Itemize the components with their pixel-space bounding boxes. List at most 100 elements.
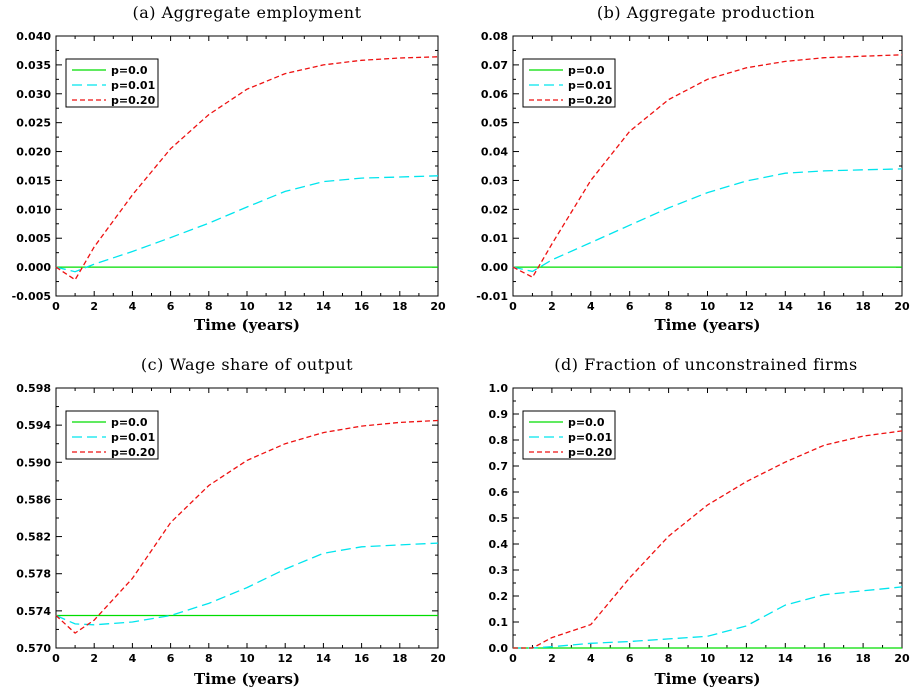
legend-box bbox=[65, 58, 159, 108]
legend-label: p=0.20 bbox=[111, 446, 156, 459]
series-line-p=0.01 bbox=[513, 586, 903, 649]
x-tick-label: 2 bbox=[90, 300, 98, 313]
y-tick-label: 0.0 bbox=[489, 642, 509, 655]
x-tick-label: 14 bbox=[778, 300, 794, 313]
y-tick-label: 1.0 bbox=[489, 382, 509, 395]
x-tick-label: 10 bbox=[239, 300, 255, 313]
series-line-p=0.20 bbox=[55, 419, 439, 634]
x-tick-label: 8 bbox=[205, 652, 213, 665]
y-tick-label: 0.578 bbox=[16, 568, 51, 581]
y-tick-label: 0.1 bbox=[489, 616, 509, 629]
y-tick-label: 0.01 bbox=[481, 232, 508, 245]
y-tick-label: 0.590 bbox=[16, 456, 51, 469]
x-tick-label: 14 bbox=[778, 652, 794, 665]
y-tick-label: 0.5 bbox=[489, 512, 509, 525]
x-tick-label: 18 bbox=[855, 652, 870, 665]
x-tick-label: 20 bbox=[894, 300, 910, 313]
x-tick-label: 0 bbox=[509, 300, 517, 313]
x-tick-label: 16 bbox=[817, 300, 833, 313]
y-tick-label: 0.020 bbox=[16, 146, 51, 159]
legend-label: p=0.0 bbox=[568, 64, 605, 77]
y-tick-label: -0.01 bbox=[476, 290, 508, 303]
legend-label: p=0.0 bbox=[111, 416, 148, 429]
x-tick-label: 14 bbox=[316, 652, 332, 665]
y-tick-label: -0.005 bbox=[12, 290, 51, 303]
legend-label: p=0.01 bbox=[568, 79, 612, 92]
x-tick-label: 6 bbox=[167, 652, 175, 665]
y-tick-label: 0.000 bbox=[16, 261, 51, 274]
x-tick-label: 18 bbox=[855, 300, 870, 313]
x-tick-label: 10 bbox=[239, 652, 255, 665]
y-tick-label: 0.2 bbox=[489, 590, 509, 603]
y-tick-label: 0.9 bbox=[489, 408, 509, 421]
x-tick-label: 8 bbox=[665, 652, 673, 665]
series-line-p=0.20 bbox=[512, 54, 903, 279]
x-tick-label: 12 bbox=[739, 300, 754, 313]
y-tick-label: 0.025 bbox=[16, 117, 51, 130]
legend-box bbox=[522, 58, 616, 108]
chart-panel-3: (c) Wage share of output 0 2 4 6 8 10 12 14 16 18 2… bbox=[16, 355, 446, 688]
chart-panel-2: (b) Aggregate production 0 2 4 6 8 10 12 14 16 18 2… bbox=[476, 3, 910, 334]
chart-panel-4: (d) Fraction of unconstrained firms 0 2 4 6 8… bbox=[489, 355, 910, 688]
series-line-p=0.20 bbox=[513, 430, 903, 649]
legend-label: p=0.0 bbox=[111, 64, 148, 77]
chart-title: (c) Wage share of output bbox=[141, 355, 353, 374]
x-tick-label: 0 bbox=[509, 652, 517, 665]
y-tick-label: 0.04 bbox=[481, 146, 508, 159]
x-tick-label: 20 bbox=[430, 652, 446, 665]
legend-label: p=0.20 bbox=[568, 446, 613, 459]
x-tick-label: 8 bbox=[205, 300, 213, 313]
y-tick-label: 0.07 bbox=[481, 59, 508, 72]
series-line-p=0.01 bbox=[55, 175, 439, 273]
y-tick-label: 0.570 bbox=[16, 642, 51, 655]
x-axis-label: Time (years) bbox=[194, 316, 300, 334]
y-tick-label: 0.8 bbox=[489, 434, 509, 447]
chart-title: (b) Aggregate production bbox=[597, 3, 815, 22]
y-tick-label: 0.015 bbox=[16, 174, 51, 187]
legend-box bbox=[65, 410, 159, 460]
x-tick-label: 2 bbox=[548, 652, 556, 665]
x-tick-label: 16 bbox=[354, 652, 370, 665]
chart-title: (d) Fraction of unconstrained firms bbox=[554, 355, 857, 374]
x-tick-label: 4 bbox=[129, 652, 137, 665]
x-tick-label: 4 bbox=[587, 300, 595, 313]
x-tick-label: 4 bbox=[129, 300, 137, 313]
x-tick-label: 0 bbox=[52, 300, 60, 313]
legend-label: p=0.01 bbox=[111, 431, 155, 444]
legend-box bbox=[522, 410, 616, 460]
y-tick-label: 0.030 bbox=[16, 88, 51, 101]
y-tick-label: 0.582 bbox=[16, 531, 51, 544]
x-tick-label: 10 bbox=[700, 300, 716, 313]
x-tick-label: 6 bbox=[626, 652, 634, 665]
legend-label: p=0.0 bbox=[568, 416, 605, 429]
y-tick-label: 0.02 bbox=[481, 203, 508, 216]
y-tick-label: 0.010 bbox=[16, 203, 51, 216]
y-tick-label: 0.040 bbox=[16, 30, 51, 43]
legend-label: p=0.01 bbox=[568, 431, 612, 444]
series-line-p=0.01 bbox=[512, 168, 903, 273]
x-tick-label: 12 bbox=[278, 300, 293, 313]
x-tick-label: 16 bbox=[354, 300, 370, 313]
x-tick-label: 6 bbox=[626, 300, 634, 313]
y-tick-label: 0.3 bbox=[489, 564, 509, 577]
chart-panel-1: (a) Aggregate employment 0 2 4 6 8 10 12 14 16 18 2… bbox=[12, 3, 446, 334]
y-tick-label: 0.6 bbox=[489, 486, 509, 499]
y-tick-label: 0.4 bbox=[489, 538, 509, 551]
x-tick-label: 18 bbox=[392, 652, 407, 665]
y-tick-label: 0.035 bbox=[16, 59, 51, 72]
x-axis-label: Time (years) bbox=[654, 316, 760, 334]
series-line-p=0.20 bbox=[55, 56, 439, 281]
legend-label: p=0.20 bbox=[111, 94, 156, 107]
x-tick-label: 20 bbox=[894, 652, 910, 665]
legend-label: p=0.20 bbox=[568, 94, 613, 107]
y-tick-label: 0.598 bbox=[16, 382, 51, 395]
y-tick-label: 0.06 bbox=[481, 88, 508, 101]
x-axis-label: Time (years) bbox=[194, 670, 300, 688]
y-tick-label: 0.05 bbox=[481, 117, 508, 130]
y-tick-label: 0.005 bbox=[16, 232, 51, 245]
x-tick-label: 12 bbox=[278, 652, 293, 665]
x-axis-label: Time (years) bbox=[654, 670, 760, 688]
x-tick-label: 0 bbox=[52, 652, 60, 665]
x-tick-label: 8 bbox=[665, 300, 673, 313]
